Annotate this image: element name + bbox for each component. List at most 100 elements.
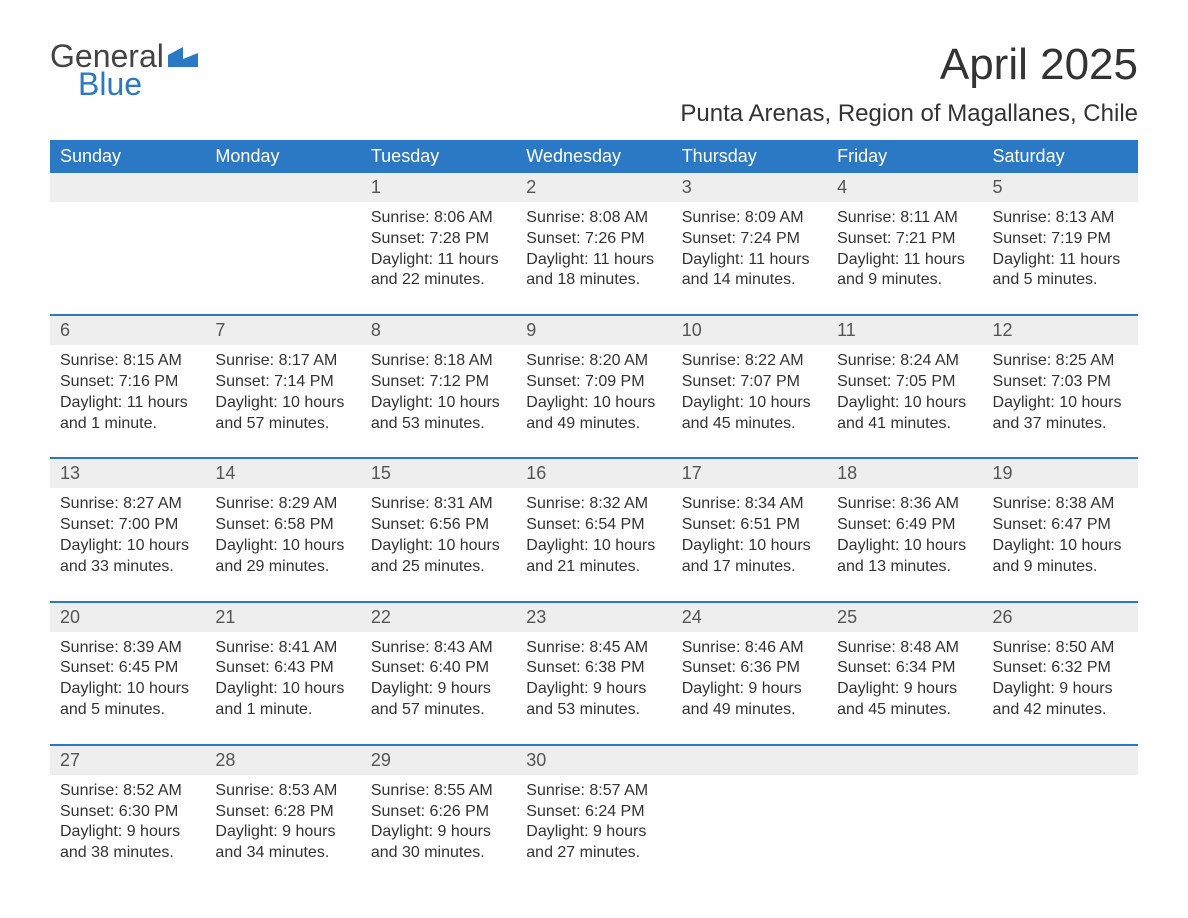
day-content-cell: Sunrise: 8:31 AMSunset: 6:56 PMDaylight:…	[361, 488, 516, 581]
day-content-cell: Sunrise: 8:46 AMSunset: 6:36 PMDaylight:…	[672, 632, 827, 725]
day-d2: and 45 minutes.	[837, 700, 972, 721]
day-content-cell: Sunrise: 8:22 AMSunset: 7:07 PMDaylight:…	[672, 345, 827, 438]
day-ss: Sunset: 7:28 PM	[371, 229, 506, 250]
day-number-cell: 27	[50, 745, 205, 775]
day-d1: Daylight: 10 hours	[682, 536, 817, 557]
day-d2: and 9 minutes.	[993, 557, 1128, 578]
day-d2: and 49 minutes.	[526, 414, 661, 435]
day-number-cell: 8	[361, 315, 516, 345]
day-sr: Sunrise: 8:41 AM	[215, 638, 350, 659]
day-content-cell: Sunrise: 8:15 AMSunset: 7:16 PMDaylight:…	[50, 345, 205, 438]
day-d1: Daylight: 9 hours	[60, 822, 195, 843]
day-d2: and 34 minutes.	[215, 843, 350, 864]
day-ss: Sunset: 6:32 PM	[993, 658, 1128, 679]
day-content-cell: Sunrise: 8:13 AMSunset: 7:19 PMDaylight:…	[983, 202, 1138, 295]
day-number-cell	[672, 745, 827, 775]
day-content-cell: Sunrise: 8:06 AMSunset: 7:28 PMDaylight:…	[361, 202, 516, 295]
daynum-row: 6789101112	[50, 315, 1138, 345]
day-d1: Daylight: 9 hours	[526, 679, 661, 700]
day-number-cell	[50, 173, 205, 202]
day-d1: Daylight: 11 hours	[837, 250, 972, 271]
day-content-cell	[205, 202, 360, 295]
content-row: Sunrise: 8:27 AMSunset: 7:00 PMDaylight:…	[50, 488, 1138, 581]
day-header: Tuesday	[361, 140, 516, 173]
month-title: April 2025	[680, 40, 1138, 90]
day-sr: Sunrise: 8:53 AM	[215, 781, 350, 802]
day-content-cell: Sunrise: 8:20 AMSunset: 7:09 PMDaylight:…	[516, 345, 671, 438]
day-d1: Daylight: 10 hours	[526, 536, 661, 557]
day-number-cell: 15	[361, 458, 516, 488]
day-ss: Sunset: 6:49 PM	[837, 515, 972, 536]
day-number-cell	[205, 173, 360, 202]
day-d2: and 49 minutes.	[682, 700, 817, 721]
day-ss: Sunset: 7:07 PM	[682, 372, 817, 393]
day-sr: Sunrise: 8:32 AM	[526, 494, 661, 515]
day-content-cell: Sunrise: 8:17 AMSunset: 7:14 PMDaylight:…	[205, 345, 360, 438]
day-number-cell: 30	[516, 745, 671, 775]
day-ss: Sunset: 6:38 PM	[526, 658, 661, 679]
calendar-table: SundayMondayTuesdayWednesdayThursdayFrid…	[50, 140, 1138, 868]
day-number-cell: 2	[516, 173, 671, 202]
day-content-cell: Sunrise: 8:18 AMSunset: 7:12 PMDaylight:…	[361, 345, 516, 438]
day-d2: and 38 minutes.	[60, 843, 195, 864]
day-d1: Daylight: 9 hours	[682, 679, 817, 700]
day-sr: Sunrise: 8:57 AM	[526, 781, 661, 802]
day-d2: and 14 minutes.	[682, 270, 817, 291]
title-block: April 2025 Punta Arenas, Region of Magal…	[680, 40, 1138, 128]
day-d1: Daylight: 10 hours	[215, 393, 350, 414]
day-content-cell: Sunrise: 8:52 AMSunset: 6:30 PMDaylight:…	[50, 775, 205, 868]
day-d2: and 41 minutes.	[837, 414, 972, 435]
day-d1: Daylight: 10 hours	[215, 679, 350, 700]
day-d2: and 1 minute.	[60, 414, 195, 435]
day-d1: Daylight: 10 hours	[215, 536, 350, 557]
day-sr: Sunrise: 8:11 AM	[837, 208, 972, 229]
day-number-cell: 12	[983, 315, 1138, 345]
day-ss: Sunset: 6:30 PM	[60, 802, 195, 823]
day-number-cell: 28	[205, 745, 360, 775]
day-ss: Sunset: 6:28 PM	[215, 802, 350, 823]
day-header: Friday	[827, 140, 982, 173]
day-d1: Daylight: 11 hours	[60, 393, 195, 414]
day-ss: Sunset: 7:12 PM	[371, 372, 506, 393]
day-sr: Sunrise: 8:55 AM	[371, 781, 506, 802]
day-sr: Sunrise: 8:38 AM	[993, 494, 1128, 515]
day-header: Wednesday	[516, 140, 671, 173]
day-d2: and 9 minutes.	[837, 270, 972, 291]
day-ss: Sunset: 6:43 PM	[215, 658, 350, 679]
day-d2: and 1 minute.	[215, 700, 350, 721]
day-content-cell: Sunrise: 8:48 AMSunset: 6:34 PMDaylight:…	[827, 632, 982, 725]
day-sr: Sunrise: 8:48 AM	[837, 638, 972, 659]
day-number-cell: 11	[827, 315, 982, 345]
week-separator	[50, 582, 1138, 602]
day-number-cell: 22	[361, 602, 516, 632]
day-d2: and 17 minutes.	[682, 557, 817, 578]
day-content-cell: Sunrise: 8:08 AMSunset: 7:26 PMDaylight:…	[516, 202, 671, 295]
day-d1: Daylight: 10 hours	[682, 393, 817, 414]
day-sr: Sunrise: 8:20 AM	[526, 351, 661, 372]
day-ss: Sunset: 6:56 PM	[371, 515, 506, 536]
day-d2: and 5 minutes.	[993, 270, 1128, 291]
day-content-cell: Sunrise: 8:36 AMSunset: 6:49 PMDaylight:…	[827, 488, 982, 581]
day-number-cell: 18	[827, 458, 982, 488]
week-separator	[50, 725, 1138, 745]
day-ss: Sunset: 6:36 PM	[682, 658, 817, 679]
day-ss: Sunset: 7:00 PM	[60, 515, 195, 536]
day-number-cell	[983, 745, 1138, 775]
day-d2: and 42 minutes.	[993, 700, 1128, 721]
day-d1: Daylight: 11 hours	[682, 250, 817, 271]
day-d2: and 25 minutes.	[371, 557, 506, 578]
day-number-cell: 14	[205, 458, 360, 488]
day-d2: and 22 minutes.	[371, 270, 506, 291]
day-d2: and 27 minutes.	[526, 843, 661, 864]
day-d2: and 53 minutes.	[526, 700, 661, 721]
day-ss: Sunset: 7:09 PM	[526, 372, 661, 393]
day-d1: Daylight: 10 hours	[837, 536, 972, 557]
day-sr: Sunrise: 8:34 AM	[682, 494, 817, 515]
day-d2: and 57 minutes.	[215, 414, 350, 435]
day-d1: Daylight: 10 hours	[371, 536, 506, 557]
day-content-cell: Sunrise: 8:53 AMSunset: 6:28 PMDaylight:…	[205, 775, 360, 868]
day-d2: and 21 minutes.	[526, 557, 661, 578]
day-d1: Daylight: 10 hours	[837, 393, 972, 414]
day-number-cell: 17	[672, 458, 827, 488]
day-sr: Sunrise: 8:45 AM	[526, 638, 661, 659]
